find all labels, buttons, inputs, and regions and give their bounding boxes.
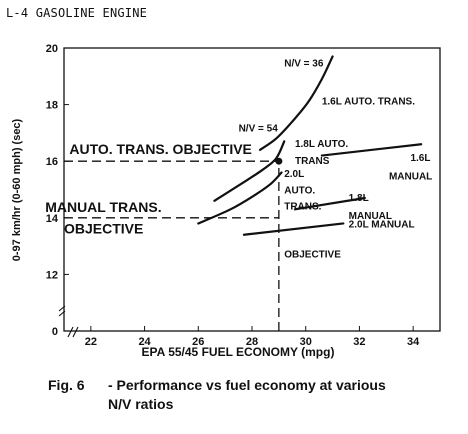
reference-lines — [64, 160, 280, 331]
x-tick-label: 24 — [138, 336, 151, 348]
x-tick-label: 30 — [300, 336, 312, 348]
y-tick-label: 18 — [46, 100, 58, 112]
annotation-label: 2.0L MANUAL — [349, 220, 415, 231]
annotation-label: 1.6L AUTO. TRANS. — [322, 97, 415, 108]
series-line — [197, 171, 283, 225]
x-tick-label: 26 — [192, 336, 204, 348]
y-axis-label: 0-97 km/hr (0-60 mph) (sec) — [11, 118, 23, 261]
x-tick-label: 28 — [246, 336, 258, 348]
caption-line1: - Performance vs fuel economy at various — [108, 377, 386, 393]
figure-caption: Fig. 6 - Performance vs fuel economy at v… — [48, 376, 448, 414]
caption-line2: N/V ratios — [108, 396, 174, 412]
series-line — [258, 55, 334, 151]
objective-point — [275, 157, 283, 165]
annotation-label: 1.8L AUTO. — [295, 139, 348, 150]
series-line — [213, 140, 286, 202]
chart-axes — [58, 47, 441, 338]
annotation-label: OBJECTIVE — [284, 249, 341, 260]
y-origin-label: 0 — [52, 326, 58, 338]
annotation-label: TRANS — [295, 156, 330, 167]
x-tick-label: 34 — [407, 336, 420, 348]
series-line — [293, 196, 366, 211]
annotation-label: 1.8L — [349, 193, 369, 204]
x-axis-label: EPA 55/45 FUEL ECONOMY (mpg) — [142, 345, 335, 359]
plot-frame — [63, 47, 441, 332]
y-tick-label: 20 — [46, 43, 58, 55]
annotation-label: MANUAL — [349, 211, 392, 222]
x-tick-label: 22 — [85, 336, 97, 348]
annotation-label: N/V = 54 — [239, 123, 279, 134]
series-line — [320, 143, 423, 157]
annotation-label: MANUAL TRANS. — [45, 199, 161, 215]
y-tick-label: 14 — [46, 213, 59, 225]
annotation-label: TRANS. — [284, 201, 321, 212]
annotation-label: AUTO. TRANS. OBJECTIVE — [69, 141, 252, 157]
chart-ticks: 22 24 26 28 30 32 34 12 14 16 18 20 0 — [46, 43, 420, 348]
caption-label: Fig. 6 — [48, 377, 85, 393]
y-tick-label: 16 — [46, 156, 58, 168]
x-tick-label: 32 — [353, 336, 365, 348]
y-axis-break-mark — [58, 305, 66, 317]
annotation-label: AUTO. — [284, 186, 315, 197]
series-line — [242, 222, 345, 236]
y-tick-label: 12 — [46, 269, 58, 281]
annotation-label: 2.0L — [284, 169, 304, 180]
annotation-label: MANUAL — [389, 172, 432, 183]
chart-series — [197, 55, 423, 236]
x-axis-break-mark — [67, 326, 79, 338]
annotation-label: 1.6L — [410, 153, 430, 164]
chart-annotations: N/V = 36 N/V = 54 1.6L AUTO. TRANS. 1.8L AU… — [45, 58, 432, 260]
annotation-label: N/V = 36 — [284, 58, 324, 69]
annotation-label: OBJECTIVE — [64, 220, 143, 236]
page-title: L-4 GASOLINE ENGINE — [6, 6, 148, 20]
